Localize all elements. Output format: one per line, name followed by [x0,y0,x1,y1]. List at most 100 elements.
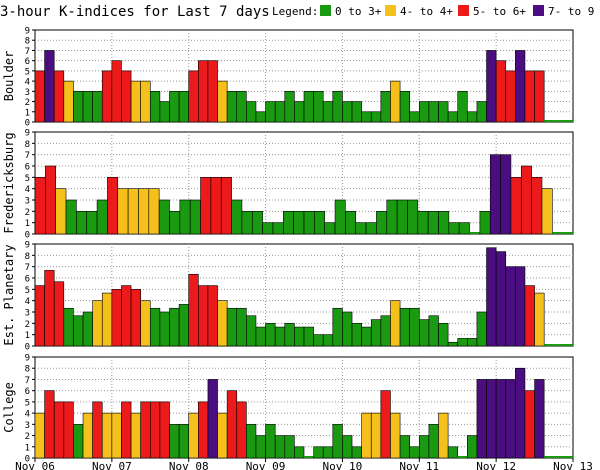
bar [457,456,468,458]
bar [467,338,478,347]
bar [313,334,324,347]
bar [370,412,382,459]
y-tick-label: 8 [25,140,30,150]
bar [505,70,516,123]
bar [447,341,459,347]
x-axis: Nov 06 Nov 07 Nov 08 Nov 09 Nov 10 Nov 11 Nov … [15,458,593,470]
y-tick-label: 0 [25,343,30,353]
bar [284,91,295,123]
bar [476,311,487,347]
bar [169,424,180,459]
bar [332,307,343,347]
bar [334,199,346,235]
bar [476,101,487,123]
bar [505,266,516,347]
bar [265,101,276,123]
bar [76,211,88,235]
bar [495,379,507,459]
bar [313,446,324,459]
bar [409,446,420,459]
y-tick-label: 3 [25,88,30,98]
bar [303,211,315,235]
x-tick-label: Nov 10 [323,460,363,470]
bar [495,60,507,123]
bar [217,412,228,459]
bar [351,323,362,347]
bar [236,91,247,123]
bar [418,435,430,459]
bar [457,91,468,123]
bar [563,456,573,458]
y-tick-label: 3 [25,309,30,319]
y-tick-label: 9 [25,129,30,139]
bar [274,326,286,347]
bar [73,424,84,459]
bar [386,199,398,235]
panel-ylabel: Est. Planetary [2,244,16,345]
bar [63,307,74,347]
y-tick-label: 7 [25,376,30,386]
bar [505,379,516,459]
panel-2: 0 123 456 789 Est. Planetary [2,241,574,353]
bar [226,390,238,459]
bar [396,199,408,235]
bar [96,199,108,235]
bar [322,101,334,123]
bar [515,367,526,459]
bar [390,80,401,123]
bar [534,70,545,123]
bar [92,401,103,459]
bar [284,323,295,347]
bar [351,101,362,123]
bar [198,60,209,123]
bar [438,412,449,459]
bar [92,300,103,347]
bar [130,80,141,123]
bar [500,154,512,235]
bar [82,311,93,347]
y-tick-label: 5 [25,174,30,184]
bar [251,211,263,235]
bar [92,91,103,123]
bar [380,91,391,123]
bar [149,401,161,459]
bar [198,401,209,459]
bar [313,91,324,123]
bar [86,211,98,235]
bar [562,232,573,234]
bar [101,70,113,123]
legend-item-label: 4- to 4+ [400,5,453,18]
y-tick-label: 5 [25,398,30,408]
bar [438,101,449,123]
bar [448,222,460,235]
bar [303,326,314,347]
x-tick-label: Nov 09 [246,460,286,470]
bar [226,307,238,347]
bar [399,307,410,347]
bar [117,188,129,235]
bar [553,456,564,458]
bar [342,311,353,347]
bar [495,251,507,347]
bar [361,412,372,459]
bar [524,285,535,347]
bar [121,285,132,347]
y-tick-label: 9 [25,354,30,364]
x-tick-label: Nov 12 [476,460,516,470]
bar [272,222,284,235]
bar [179,199,191,235]
bar [370,111,382,123]
bar [376,211,388,235]
bar [149,307,161,347]
bar [407,199,419,235]
y-tick-label: 5 [25,67,30,77]
y-tick-label: 1 [25,108,30,118]
legend-swatch [533,5,544,16]
legend-swatch [458,5,469,16]
bar [121,401,132,459]
bar [169,211,181,235]
bar [265,323,276,347]
bar [255,435,266,459]
bar [178,91,190,123]
bar [246,424,257,459]
